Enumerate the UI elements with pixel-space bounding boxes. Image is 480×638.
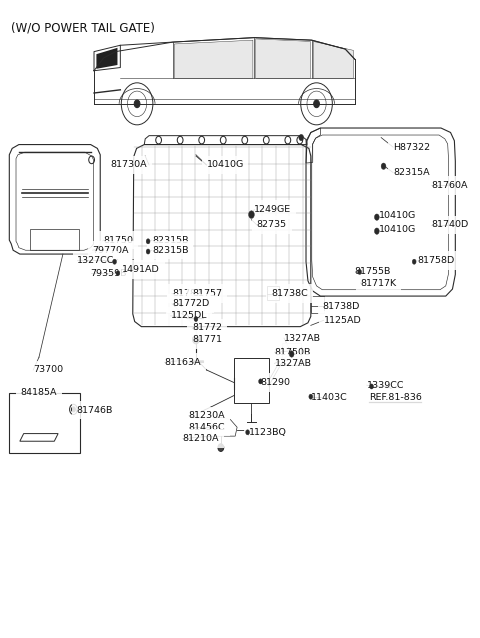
Text: 81717K: 81717K <box>360 279 396 288</box>
Text: 81730A: 81730A <box>111 160 147 170</box>
Polygon shape <box>313 41 353 78</box>
Text: 81230A: 81230A <box>189 412 226 420</box>
Circle shape <box>309 394 312 399</box>
Text: 10410G: 10410G <box>379 211 416 220</box>
Circle shape <box>113 259 117 264</box>
Circle shape <box>374 214 379 220</box>
Text: 1327CC: 1327CC <box>77 256 115 265</box>
Text: 1125AD: 1125AD <box>324 316 361 325</box>
Text: 81750B: 81750B <box>275 348 311 357</box>
Text: 81771: 81771 <box>192 335 222 344</box>
Text: 81758D: 81758D <box>417 256 454 265</box>
Text: 81740D: 81740D <box>432 220 468 229</box>
Text: 82315B: 82315B <box>152 235 189 244</box>
Circle shape <box>299 135 304 141</box>
Text: REF.81-836: REF.81-836 <box>369 394 422 403</box>
Text: 82315B: 82315B <box>152 246 189 255</box>
Text: 1123BQ: 1123BQ <box>249 428 287 437</box>
Circle shape <box>146 239 150 244</box>
Text: 81163A: 81163A <box>164 358 201 367</box>
Text: 1327AB: 1327AB <box>275 359 312 368</box>
Circle shape <box>134 100 140 108</box>
Text: 79359B: 79359B <box>91 269 127 278</box>
Circle shape <box>412 259 416 264</box>
Text: 81782: 81782 <box>172 289 202 298</box>
Text: 10410G: 10410G <box>206 160 244 170</box>
Circle shape <box>146 249 150 254</box>
Bar <box>234 359 269 403</box>
Text: 1339CC: 1339CC <box>367 381 404 390</box>
Circle shape <box>192 335 199 344</box>
Text: 73700: 73700 <box>33 366 63 375</box>
Text: 81772D: 81772D <box>172 299 209 308</box>
Circle shape <box>194 316 198 322</box>
Circle shape <box>246 430 250 435</box>
Text: H87322: H87322 <box>393 143 430 152</box>
Text: 81750: 81750 <box>104 235 133 244</box>
Polygon shape <box>96 48 118 69</box>
Bar <box>30 228 79 250</box>
Text: 1125DL: 1125DL <box>170 311 207 320</box>
Circle shape <box>72 407 75 412</box>
Text: 81210A: 81210A <box>182 434 219 443</box>
Text: 11403C: 11403C <box>311 394 348 403</box>
Polygon shape <box>174 40 253 78</box>
Text: 81456C: 81456C <box>189 423 226 432</box>
Text: 82735: 82735 <box>257 220 287 229</box>
Text: 81757: 81757 <box>192 289 222 298</box>
Bar <box>282 343 301 365</box>
Text: 81772: 81772 <box>192 323 222 332</box>
Circle shape <box>218 444 224 452</box>
Text: 81746B: 81746B <box>76 406 113 415</box>
Circle shape <box>358 269 361 274</box>
Text: 10410G: 10410G <box>379 225 416 234</box>
Text: 81738D: 81738D <box>322 302 360 311</box>
Circle shape <box>381 163 386 170</box>
Text: 1491AD: 1491AD <box>122 265 160 274</box>
Circle shape <box>289 351 294 357</box>
Text: 81760A: 81760A <box>432 181 468 190</box>
Text: (W/O POWER TAIL GATE): (W/O POWER TAIL GATE) <box>11 21 155 34</box>
Bar <box>311 296 324 313</box>
Circle shape <box>374 228 379 234</box>
Text: 81738C: 81738C <box>271 289 308 298</box>
Text: 79770A: 79770A <box>93 246 129 255</box>
Circle shape <box>370 384 373 389</box>
Circle shape <box>259 379 263 384</box>
Polygon shape <box>256 39 311 78</box>
Text: 81755B: 81755B <box>355 267 391 276</box>
Text: 1249GE: 1249GE <box>254 205 291 214</box>
Text: 1327AB: 1327AB <box>284 334 321 343</box>
Circle shape <box>249 211 254 218</box>
Bar <box>9 393 80 453</box>
Circle shape <box>116 271 120 276</box>
Text: 84185A: 84185A <box>21 389 57 397</box>
Bar <box>267 286 279 300</box>
Circle shape <box>313 100 319 108</box>
Text: 82315A: 82315A <box>393 168 430 177</box>
Text: 81290: 81290 <box>261 378 290 387</box>
